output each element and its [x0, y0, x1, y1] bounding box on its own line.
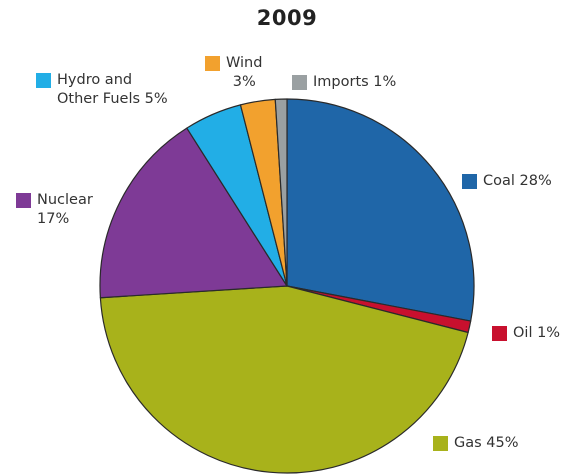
legend-label-hydro: Hydro and Other Fuels 5% — [57, 72, 168, 107]
legend-label-nuclear: Nuclear 17% — [37, 192, 93, 227]
pie-slice-nuclear — [99, 127, 288, 299]
legend-swatch-hydro — [36, 73, 51, 88]
legend-swatch-imports — [292, 75, 307, 90]
legend-swatch-oil — [492, 326, 507, 341]
legend-gas: Gas 45% — [433, 434, 519, 453]
pie-slice-coal — [286, 98, 475, 322]
legend-wind: Wind 3% — [205, 54, 262, 92]
pie-slice-gas — [99, 285, 469, 474]
chart-title: 2009 — [256, 6, 318, 30]
legend-label-imports: Imports 1% — [313, 74, 397, 90]
legend-nuclear: Nuclear 17% — [16, 191, 93, 229]
legend-swatch-coal — [462, 174, 477, 189]
legend-swatch-nuclear — [16, 193, 31, 208]
legend-hydro: Hydro and Other Fuels 5% — [36, 71, 168, 109]
legend-swatch-wind — [205, 56, 220, 71]
legend-label-oil: Oil 1% — [513, 325, 561, 341]
legend-imports: Imports 1% — [292, 73, 396, 92]
legend-label-wind: Wind 3% — [226, 55, 263, 90]
legend-swatch-gas — [433, 436, 448, 451]
legend-oil: Oil 1% — [492, 324, 560, 343]
legend-label-coal: Coal 28% — [483, 173, 552, 189]
legend-label-gas: Gas 45% — [454, 435, 519, 451]
legend-coal: Coal 28% — [462, 172, 552, 191]
pie-slice-imports — [274, 98, 288, 287]
